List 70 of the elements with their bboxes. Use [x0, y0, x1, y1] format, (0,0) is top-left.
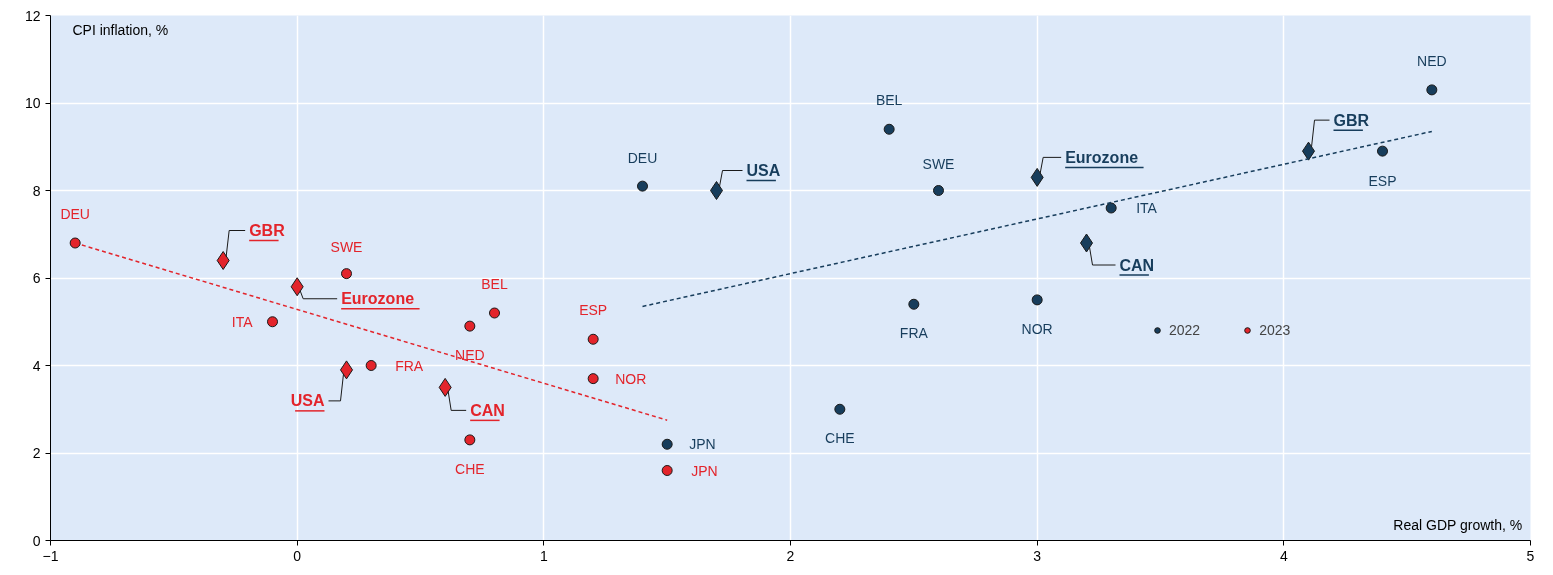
point — [341, 268, 352, 280]
x-tick-label: −1 — [42, 547, 59, 564]
annotation: ESP — [579, 302, 608, 319]
annotation: CAN — [1119, 256, 1155, 274]
x-tick-label: 5 — [1526, 547, 1535, 564]
x-tick-label: 1 — [539, 547, 548, 564]
annotation: CAN — [470, 401, 505, 419]
annotation: NOR — [1021, 320, 1053, 337]
annotation: SWE — [330, 238, 363, 255]
annotation: NOR — [615, 370, 647, 387]
point — [1426, 84, 1438, 96]
annotation: GBR — [249, 222, 286, 239]
point — [1031, 294, 1043, 306]
x-tick-label: 0 — [293, 547, 302, 564]
annotation: SWE — [922, 155, 955, 172]
y-tick-label: 2 — [32, 445, 41, 461]
y-tick-label: 10 — [24, 95, 41, 111]
point — [661, 465, 673, 476]
annotation: CHE — [455, 460, 485, 477]
x-tick-label: 4 — [1279, 547, 1288, 564]
x-axis-title: Real GDP growth, % — [1393, 516, 1523, 533]
point — [267, 316, 278, 328]
annotation: Eurozone — [341, 290, 415, 308]
point — [489, 307, 500, 319]
annotation: ITA — [1136, 200, 1158, 216]
annotation: DEU — [60, 206, 90, 222]
point — [883, 123, 895, 135]
legend-label: 2022 — [1169, 322, 1201, 338]
x-tick-label: 3 — [1033, 547, 1042, 564]
y-tick-label: 8 — [32, 182, 41, 199]
point — [587, 373, 599, 385]
legend-label: 2023 — [1259, 322, 1291, 338]
y-tick-label: 6 — [32, 270, 41, 286]
point — [1105, 202, 1117, 214]
annotation: USA — [746, 162, 781, 179]
point — [290, 277, 304, 297]
x-tick-label: 2 — [786, 547, 795, 564]
annotation: BEL — [481, 276, 508, 292]
point — [587, 333, 599, 345]
point — [637, 180, 648, 192]
point — [216, 251, 230, 270]
annotation: JPN — [689, 436, 716, 453]
y-tick-label: 4 — [32, 357, 41, 374]
y-axis-title: CPI inflation, % — [72, 21, 169, 38]
point — [69, 237, 81, 249]
point — [365, 360, 377, 371]
annotation: CHE — [825, 430, 855, 447]
annotation: GBR — [1333, 111, 1370, 129]
y-tick-label: 0 — [32, 532, 41, 549]
annotation: DEU — [627, 150, 658, 167]
annotation: NED — [455, 347, 485, 364]
point — [438, 377, 452, 397]
point — [933, 185, 944, 196]
point — [1030, 167, 1044, 187]
point — [908, 298, 920, 310]
annotation: Eurozone — [1065, 148, 1139, 166]
annotation: BEL — [875, 92, 903, 109]
y-tick-label: 12 — [24, 7, 41, 24]
annotation: ESP — [1368, 173, 1397, 190]
point — [464, 434, 476, 446]
point — [661, 438, 673, 450]
annotation: FRA — [899, 325, 929, 342]
point — [464, 320, 476, 332]
annotation: ITA — [231, 313, 254, 330]
annotation: JPN — [691, 462, 718, 479]
point — [1377, 145, 1388, 157]
annotation: FRA — [395, 357, 424, 374]
annotation: NED — [1417, 52, 1447, 69]
annotation: USA — [290, 392, 325, 410]
point — [834, 403, 846, 415]
